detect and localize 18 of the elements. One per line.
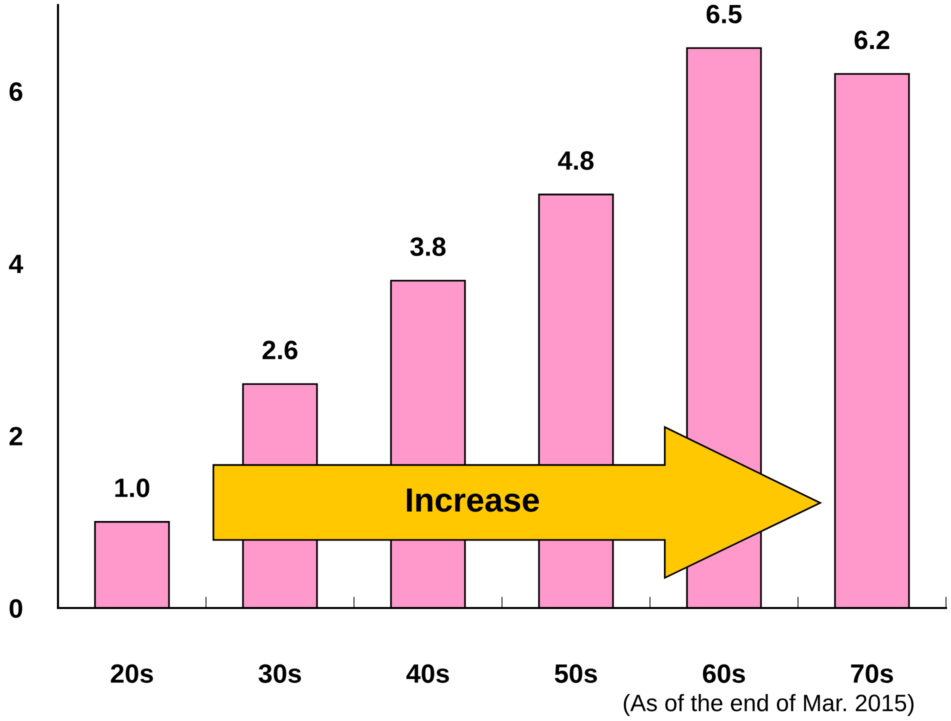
x-tick-label: 20s — [110, 664, 153, 683]
text: (As of the end of Mar. 2015) — [624, 694, 914, 716]
data-label: 2.6 — [262, 340, 298, 360]
x-tick-label: 30s — [258, 664, 301, 683]
y-tick-label: 4 — [9, 254, 24, 273]
y-tick-label: 0 — [10, 599, 22, 618]
data-label: 1.0 — [115, 478, 150, 498]
x-tick-label: 60s — [702, 664, 745, 683]
x-tick-label: 40s — [406, 664, 449, 683]
y-tick-label: 6 — [10, 82, 22, 101]
data-label: 4.8 — [558, 151, 594, 170]
annotation: Increase — [406, 488, 539, 512]
y-tick-label: 2 — [10, 426, 22, 446]
data-label: 6.5 — [706, 4, 742, 24]
x-tick-label: 50s — [554, 664, 597, 683]
x-tick-label: 70s — [851, 664, 893, 683]
data-label: 6.2 — [854, 30, 890, 50]
data-label: 3.8 — [410, 237, 446, 256]
